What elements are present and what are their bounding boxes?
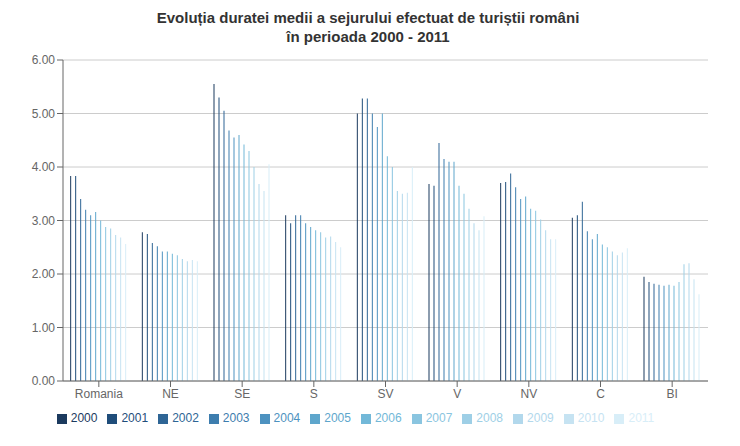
html-text:2007: 2007 — [425, 411, 453, 425]
svg-text:C: C — [596, 387, 605, 401]
html-text:2010: 2010 — [577, 411, 605, 425]
svg-text:4.00: 4.00 — [32, 160, 56, 174]
svg-text:3.00: 3.00 — [32, 214, 56, 228]
svg-text:6.00: 6.00 — [32, 53, 56, 67]
html-text:2005: 2005 — [324, 411, 351, 425]
svg-text:2.00: 2.00 — [32, 267, 56, 281]
html-text:2000: 2000 — [70, 411, 98, 425]
svg-text:NE: NE — [162, 387, 179, 401]
html-text:2003: 2003 — [222, 411, 250, 425]
html-text:în perioada 2000 - 2011: în perioada 2000 - 2011 — [286, 28, 450, 45]
svg-text:5.00: 5.00 — [32, 107, 56, 121]
svg-text:SE: SE — [234, 387, 250, 401]
svg-text:S: S — [310, 387, 318, 401]
html-text:2002: 2002 — [172, 411, 199, 425]
svg-text:Romania: Romania — [75, 387, 123, 401]
html-text:Evoluția duratei medii a sejur: Evoluția duratei medii a sejurului efect… — [156, 9, 580, 26]
html-text:2009: 2009 — [527, 411, 554, 425]
html-text:2011: 2011 — [628, 411, 655, 425]
svg-text:SV: SV — [377, 387, 393, 401]
svg-text:BI: BI — [666, 387, 677, 401]
svg-text:0.00: 0.00 — [32, 374, 56, 388]
html-text:2001: 2001 — [121, 411, 149, 425]
svg-text:1.00: 1.00 — [32, 321, 56, 335]
svg-text:V: V — [453, 387, 461, 401]
html-text:2008: 2008 — [476, 411, 503, 425]
html-text:2004: 2004 — [273, 411, 301, 425]
html-text:2006: 2006 — [374, 411, 402, 425]
svg-text:NV: NV — [520, 387, 537, 401]
